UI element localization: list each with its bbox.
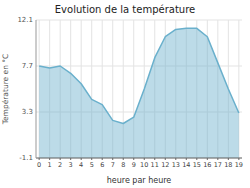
area-fill xyxy=(39,28,239,158)
x-tick xyxy=(217,158,218,160)
x-tick-label: 17 xyxy=(214,161,222,169)
area-line xyxy=(39,28,239,123)
x-tick xyxy=(228,158,229,160)
x-tick xyxy=(238,158,239,160)
x-tick-label: 2 xyxy=(58,161,62,169)
chart-title: Evolution de la température xyxy=(55,4,195,15)
x-tick xyxy=(133,158,134,160)
plot-area xyxy=(39,28,239,158)
y-tick-label: 7.7 xyxy=(22,62,33,70)
x-tick xyxy=(70,158,71,160)
x-tick xyxy=(60,158,61,160)
x-tick-label: 12 xyxy=(161,161,169,169)
x-tick xyxy=(49,158,50,160)
chart-svg: 012345678910111213141516171819-1.13.37.7… xyxy=(0,0,250,188)
chart-container: 012345678910111213141516171819-1.13.37.7… xyxy=(0,0,250,188)
x-tick-label: 1 xyxy=(48,161,52,169)
x-tick xyxy=(144,158,145,160)
x-tick-label: 14 xyxy=(182,161,190,169)
y-axis-line xyxy=(36,20,37,158)
x-axis-line xyxy=(36,158,242,159)
x-tick xyxy=(175,158,176,160)
x-tick-label: 7 xyxy=(111,161,115,169)
x-tick-label: 11 xyxy=(151,161,159,169)
x-tick-label: 15 xyxy=(193,161,201,169)
x-tick-label: 0 xyxy=(37,161,41,169)
axes: 012345678910111213141516171819-1.13.37.7… xyxy=(17,16,243,169)
x-tick-label: 4 xyxy=(79,161,83,169)
x-tick-label: 16 xyxy=(203,161,211,169)
x-tick xyxy=(123,158,124,160)
x-tick-label: 3 xyxy=(69,161,73,169)
y-grid-line xyxy=(36,158,242,159)
x-tick-label: 5 xyxy=(90,161,94,169)
x-axis-label: heure par heure xyxy=(107,176,172,185)
x-tick xyxy=(186,158,187,160)
x-tick xyxy=(81,158,82,160)
x-tick xyxy=(154,158,155,160)
grid xyxy=(36,20,242,158)
x-tick xyxy=(39,158,40,160)
y-grid-line xyxy=(36,20,242,21)
y-axis-label: Température en °C xyxy=(1,54,10,126)
y-tick-label: 3.3 xyxy=(22,108,33,116)
x-tick xyxy=(112,158,113,160)
x-tick-label: 8 xyxy=(121,161,125,169)
x-tick-label: 18 xyxy=(224,161,232,169)
y-tick-label: 12.1 xyxy=(17,16,33,24)
x-tick-label: 9 xyxy=(132,161,136,169)
x-tick xyxy=(207,158,208,160)
x-tick-label: 19 xyxy=(235,161,243,169)
x-tick xyxy=(196,158,197,160)
x-tick-label: 10 xyxy=(140,161,148,169)
x-tick xyxy=(165,158,166,160)
x-tick-label: 13 xyxy=(172,161,180,169)
y-tick-label: -1.1 xyxy=(19,154,33,162)
x-tick xyxy=(91,158,92,160)
x-tick-label: 6 xyxy=(100,161,104,169)
x-tick xyxy=(102,158,103,160)
